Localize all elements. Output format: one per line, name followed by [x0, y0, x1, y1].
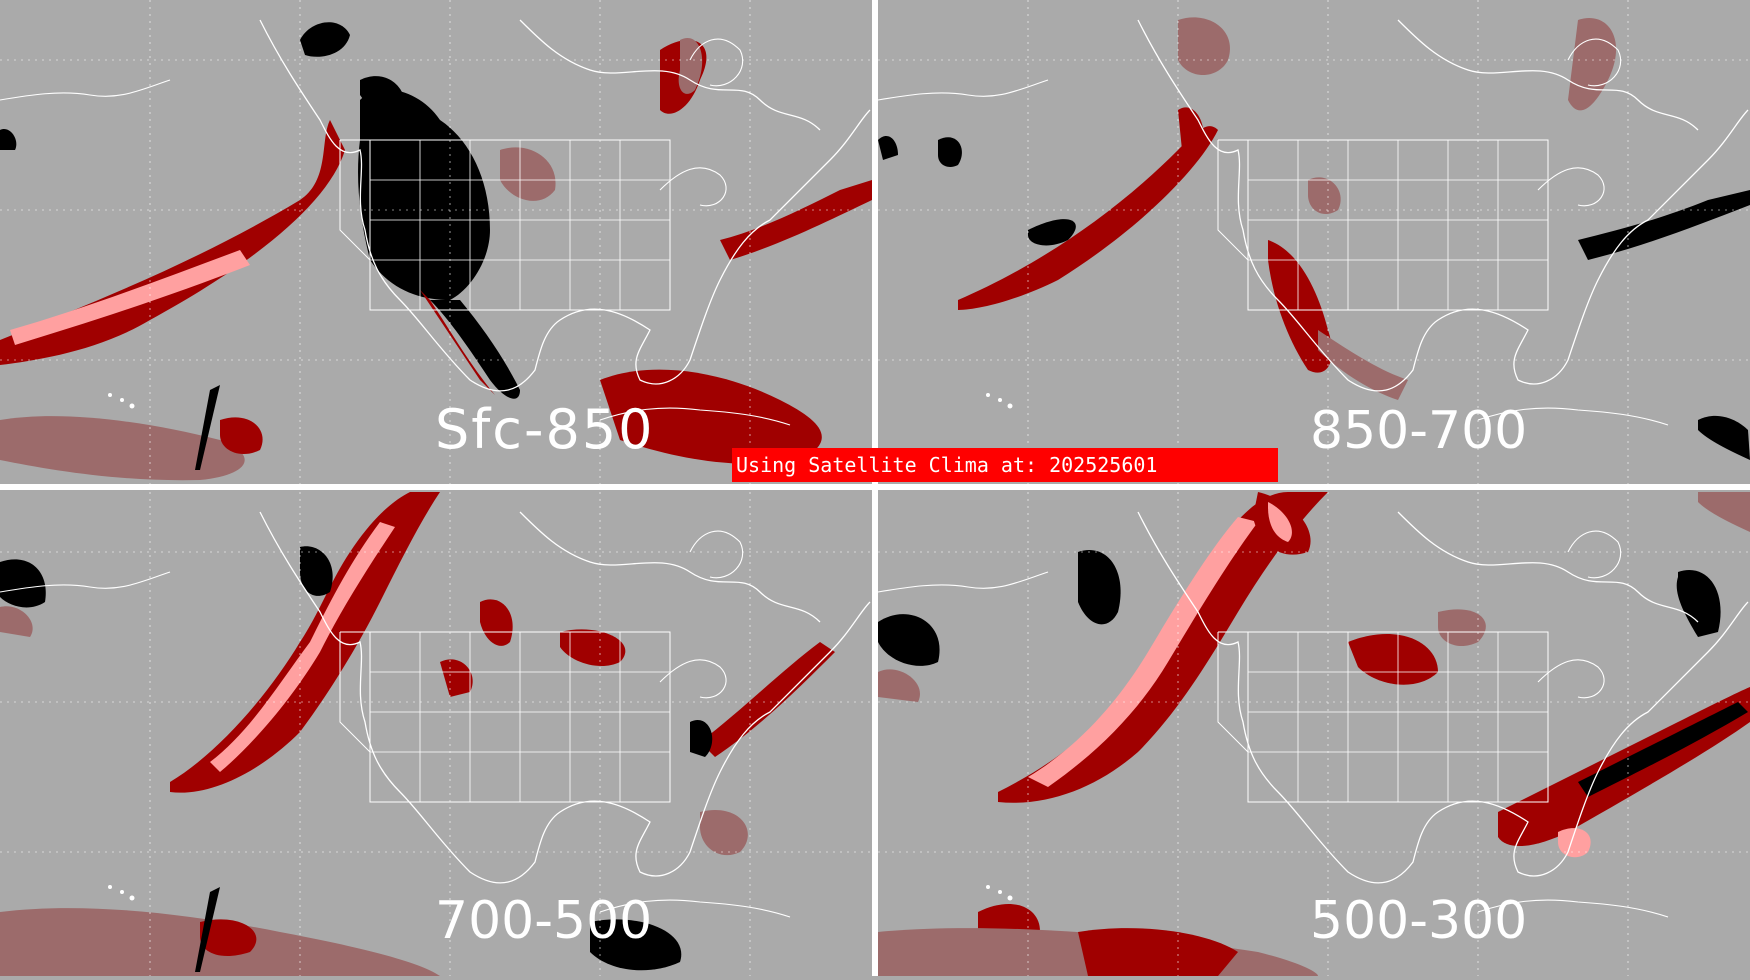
horizontal-divider: [0, 484, 1750, 490]
panel-sfc-850: Sfc-850: [0, 0, 873, 485]
panel-label-700-500: 700-500: [435, 891, 652, 951]
panel-850-700: 850-700: [877, 0, 1750, 485]
panel-500-300: 500-300: [877, 491, 1750, 977]
panel-label-sfc-850: Sfc-850: [435, 398, 655, 461]
panel-label-500-300: 500-300: [1310, 891, 1527, 951]
panel-700-500: 700-500: [0, 491, 873, 977]
satellite-climatology-banner: Using Satellite Clima at: 202525601: [732, 448, 1278, 482]
panel-label-850-700: 850-700: [1310, 401, 1527, 461]
